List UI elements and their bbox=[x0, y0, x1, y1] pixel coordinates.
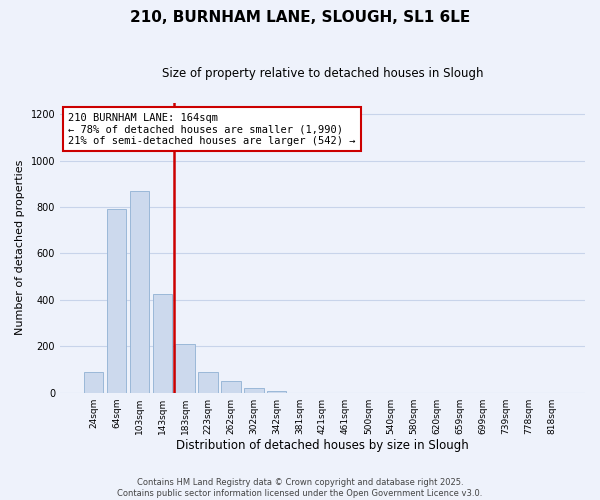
Bar bbox=[130, 190, 149, 392]
Title: Size of property relative to detached houses in Slough: Size of property relative to detached ho… bbox=[162, 68, 483, 80]
Bar bbox=[267, 391, 286, 392]
Bar bbox=[84, 372, 103, 392]
Text: Contains HM Land Registry data © Crown copyright and database right 2025.
Contai: Contains HM Land Registry data © Crown c… bbox=[118, 478, 482, 498]
Bar bbox=[244, 388, 263, 392]
Bar bbox=[221, 381, 241, 392]
Bar bbox=[152, 294, 172, 392]
Y-axis label: Number of detached properties: Number of detached properties bbox=[15, 160, 25, 336]
X-axis label: Distribution of detached houses by size in Slough: Distribution of detached houses by size … bbox=[176, 440, 469, 452]
Text: 210 BURNHAM LANE: 164sqm
← 78% of detached houses are smaller (1,990)
21% of sem: 210 BURNHAM LANE: 164sqm ← 78% of detach… bbox=[68, 112, 355, 146]
Bar bbox=[175, 344, 195, 393]
Bar bbox=[107, 210, 126, 392]
Text: 210, BURNHAM LANE, SLOUGH, SL1 6LE: 210, BURNHAM LANE, SLOUGH, SL1 6LE bbox=[130, 10, 470, 25]
Bar bbox=[199, 372, 218, 392]
